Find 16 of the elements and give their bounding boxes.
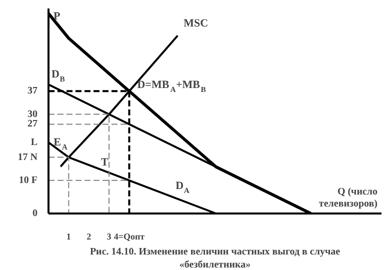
- x-tick-label: 2: [86, 232, 92, 242]
- text: Рис. 14.10. Изменение величин частных выгод в случае «безбилетника»: [90, 246, 341, 270]
- y-tick-label: L: [30, 136, 38, 148]
- x-axis-title: Q (число телевизоров): [318, 186, 378, 210]
- y-tick-label: 0: [32, 208, 38, 219]
- y-tick-label: 37: [28, 86, 38, 97]
- y-tick-label: 10 F: [18, 174, 38, 186]
- y-axis-title: P: [54, 10, 60, 22]
- annotation: MSC: [184, 18, 208, 30]
- x-tick-label: 3: [106, 232, 112, 242]
- annotation: T: [101, 156, 110, 169]
- x-tick-label: 1: [66, 232, 72, 242]
- y-tick-label: 30: [28, 108, 38, 120]
- y-tick-label: 27: [28, 118, 38, 130]
- x-tick-label: 4=Qопт: [114, 232, 146, 242]
- y-tick-label: 17 N: [18, 152, 38, 163]
